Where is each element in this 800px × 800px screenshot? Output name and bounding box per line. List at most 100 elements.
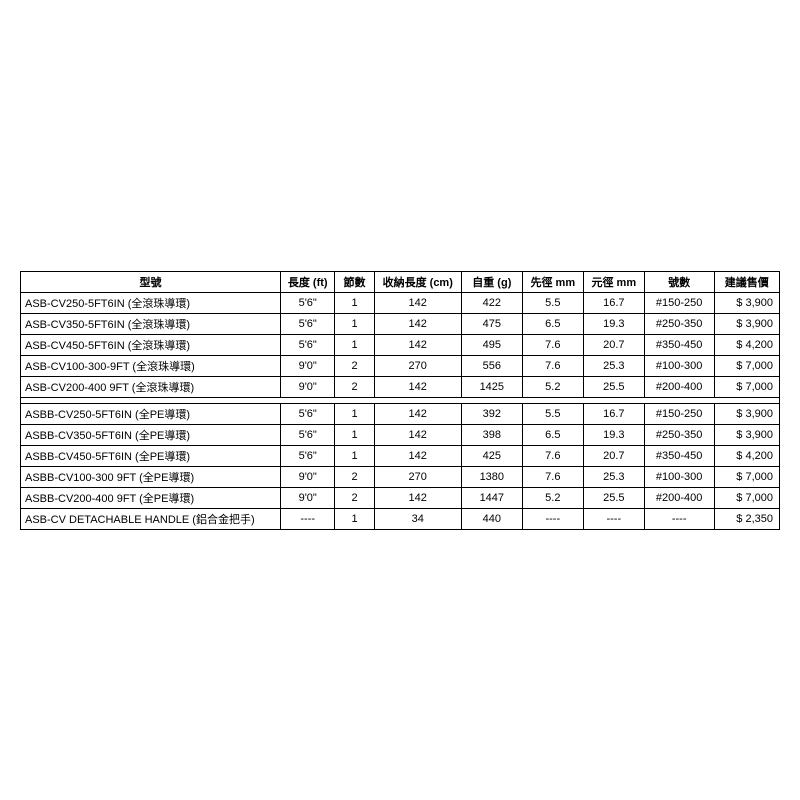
- cell-sections: 1: [335, 313, 374, 334]
- cell-price: $ 7,000: [714, 355, 779, 376]
- cell-tip: 7.6: [522, 466, 583, 487]
- cell-price: $ 3,900: [714, 424, 779, 445]
- cell-weight: 475: [461, 313, 522, 334]
- cell-line: #200-400: [644, 487, 714, 508]
- table-row: ASBB-CV200-400 9FT (全PE導環)9'0"214214475.…: [21, 487, 780, 508]
- cell-weight: 422: [461, 292, 522, 313]
- cell-closed: 142: [374, 403, 461, 424]
- cell-model: ASBB-CV100-300 9FT (全PE導環): [21, 466, 281, 487]
- cell-tip: 7.6: [522, 334, 583, 355]
- cell-weight: 425: [461, 445, 522, 466]
- table-row: ASBB-CV100-300 9FT (全PE導環)9'0"227013807.…: [21, 466, 780, 487]
- cell-sections: 1: [335, 508, 374, 529]
- cell-length: 5'6": [280, 313, 334, 334]
- cell-length: 5'6": [280, 403, 334, 424]
- cell-sections: 1: [335, 403, 374, 424]
- cell-line: #200-400: [644, 376, 714, 397]
- cell-model: ASB-CV450-5FT6IN (全滾珠導環): [21, 334, 281, 355]
- header-butt: 元徑 mm: [583, 271, 644, 292]
- cell-butt: 25.3: [583, 466, 644, 487]
- cell-butt: ----: [583, 508, 644, 529]
- cell-weight: 556: [461, 355, 522, 376]
- table-row: ASB-CV350-5FT6IN (全滾珠導環)5'6"11424756.519…: [21, 313, 780, 334]
- cell-length: 5'6": [280, 334, 334, 355]
- cell-tip: 6.5: [522, 313, 583, 334]
- table-row: ASB-CV DETACHABLE HANDLE (鋁合金把手)----1344…: [21, 508, 780, 529]
- cell-butt: 25.5: [583, 376, 644, 397]
- cell-butt: 25.5: [583, 487, 644, 508]
- cell-price: $ 3,900: [714, 403, 779, 424]
- header-closed: 收納長度 (cm): [374, 271, 461, 292]
- cell-closed: 142: [374, 487, 461, 508]
- cell-length: 9'0": [280, 487, 334, 508]
- cell-line: #350-450: [644, 445, 714, 466]
- cell-price: $ 3,900: [714, 313, 779, 334]
- header-line: 號數: [644, 271, 714, 292]
- cell-price: $ 7,000: [714, 466, 779, 487]
- cell-closed: 142: [374, 334, 461, 355]
- cell-tip: 6.5: [522, 424, 583, 445]
- cell-closed: 142: [374, 424, 461, 445]
- spec-table: 型號 長度 (ft) 節數 收納長度 (cm) 自重 (g) 先徑 mm 元徑 …: [20, 271, 780, 530]
- cell-closed: 270: [374, 355, 461, 376]
- cell-length: 9'0": [280, 376, 334, 397]
- table-row: ASBB-CV350-5FT6IN (全PE導環)5'6"11423986.51…: [21, 424, 780, 445]
- cell-length: 5'6": [280, 424, 334, 445]
- cell-length: 5'6": [280, 292, 334, 313]
- cell-weight: 1380: [461, 466, 522, 487]
- cell-tip: ----: [522, 508, 583, 529]
- cell-closed: 270: [374, 466, 461, 487]
- spec-table-container: 型號 長度 (ft) 節數 收納長度 (cm) 自重 (g) 先徑 mm 元徑 …: [20, 271, 780, 530]
- cell-price: $ 4,200: [714, 334, 779, 355]
- cell-line: #100-300: [644, 355, 714, 376]
- cell-butt: 20.7: [583, 334, 644, 355]
- cell-tip: 7.6: [522, 355, 583, 376]
- header-length: 長度 (ft): [280, 271, 334, 292]
- cell-tip: 7.6: [522, 445, 583, 466]
- cell-weight: 1425: [461, 376, 522, 397]
- cell-closed: 142: [374, 445, 461, 466]
- cell-sections: 2: [335, 487, 374, 508]
- cell-closed: 34: [374, 508, 461, 529]
- cell-weight: 1447: [461, 487, 522, 508]
- cell-tip: 5.2: [522, 487, 583, 508]
- cell-closed: 142: [374, 292, 461, 313]
- cell-length: 9'0": [280, 466, 334, 487]
- cell-line: #100-300: [644, 466, 714, 487]
- cell-weight: 392: [461, 403, 522, 424]
- cell-model: ASB-CV250-5FT6IN (全滾珠導環): [21, 292, 281, 313]
- cell-sections: 1: [335, 292, 374, 313]
- cell-butt: 19.3: [583, 424, 644, 445]
- table-row: ASBB-CV250-5FT6IN (全PE導環)5'6"11423925.51…: [21, 403, 780, 424]
- cell-line: #350-450: [644, 334, 714, 355]
- cell-model: ASBB-CV450-5FT6IN (全PE導環): [21, 445, 281, 466]
- cell-line: #250-350: [644, 424, 714, 445]
- cell-price: $ 4,200: [714, 445, 779, 466]
- cell-butt: 16.7: [583, 292, 644, 313]
- cell-length: 9'0": [280, 355, 334, 376]
- cell-butt: 19.3: [583, 313, 644, 334]
- cell-model: ASBB-CV200-400 9FT (全PE導環): [21, 487, 281, 508]
- cell-sections: 1: [335, 424, 374, 445]
- cell-model: ASB-CV350-5FT6IN (全滾珠導環): [21, 313, 281, 334]
- table-row: ASBB-CV450-5FT6IN (全PE導環)5'6"11424257.62…: [21, 445, 780, 466]
- cell-price: $ 2,350: [714, 508, 779, 529]
- cell-line: #250-350: [644, 313, 714, 334]
- cell-butt: 25.3: [583, 355, 644, 376]
- header-sections: 節數: [335, 271, 374, 292]
- cell-sections: 2: [335, 466, 374, 487]
- cell-tip: 5.5: [522, 403, 583, 424]
- cell-price: $ 7,000: [714, 376, 779, 397]
- cell-sections: 1: [335, 445, 374, 466]
- cell-model: ASB-CV100-300-9FT (全滾珠導環): [21, 355, 281, 376]
- cell-butt: 20.7: [583, 445, 644, 466]
- cell-model: ASB-CV200-400 9FT (全滾珠導環): [21, 376, 281, 397]
- cell-model: ASBB-CV250-5FT6IN (全PE導環): [21, 403, 281, 424]
- cell-length: 5'6": [280, 445, 334, 466]
- cell-tip: 5.5: [522, 292, 583, 313]
- cell-sections: 1: [335, 334, 374, 355]
- table-row: ASB-CV450-5FT6IN (全滾珠導環)5'6"11424957.620…: [21, 334, 780, 355]
- cell-line: #150-250: [644, 292, 714, 313]
- cell-line: #150-250: [644, 403, 714, 424]
- header-tip: 先徑 mm: [522, 271, 583, 292]
